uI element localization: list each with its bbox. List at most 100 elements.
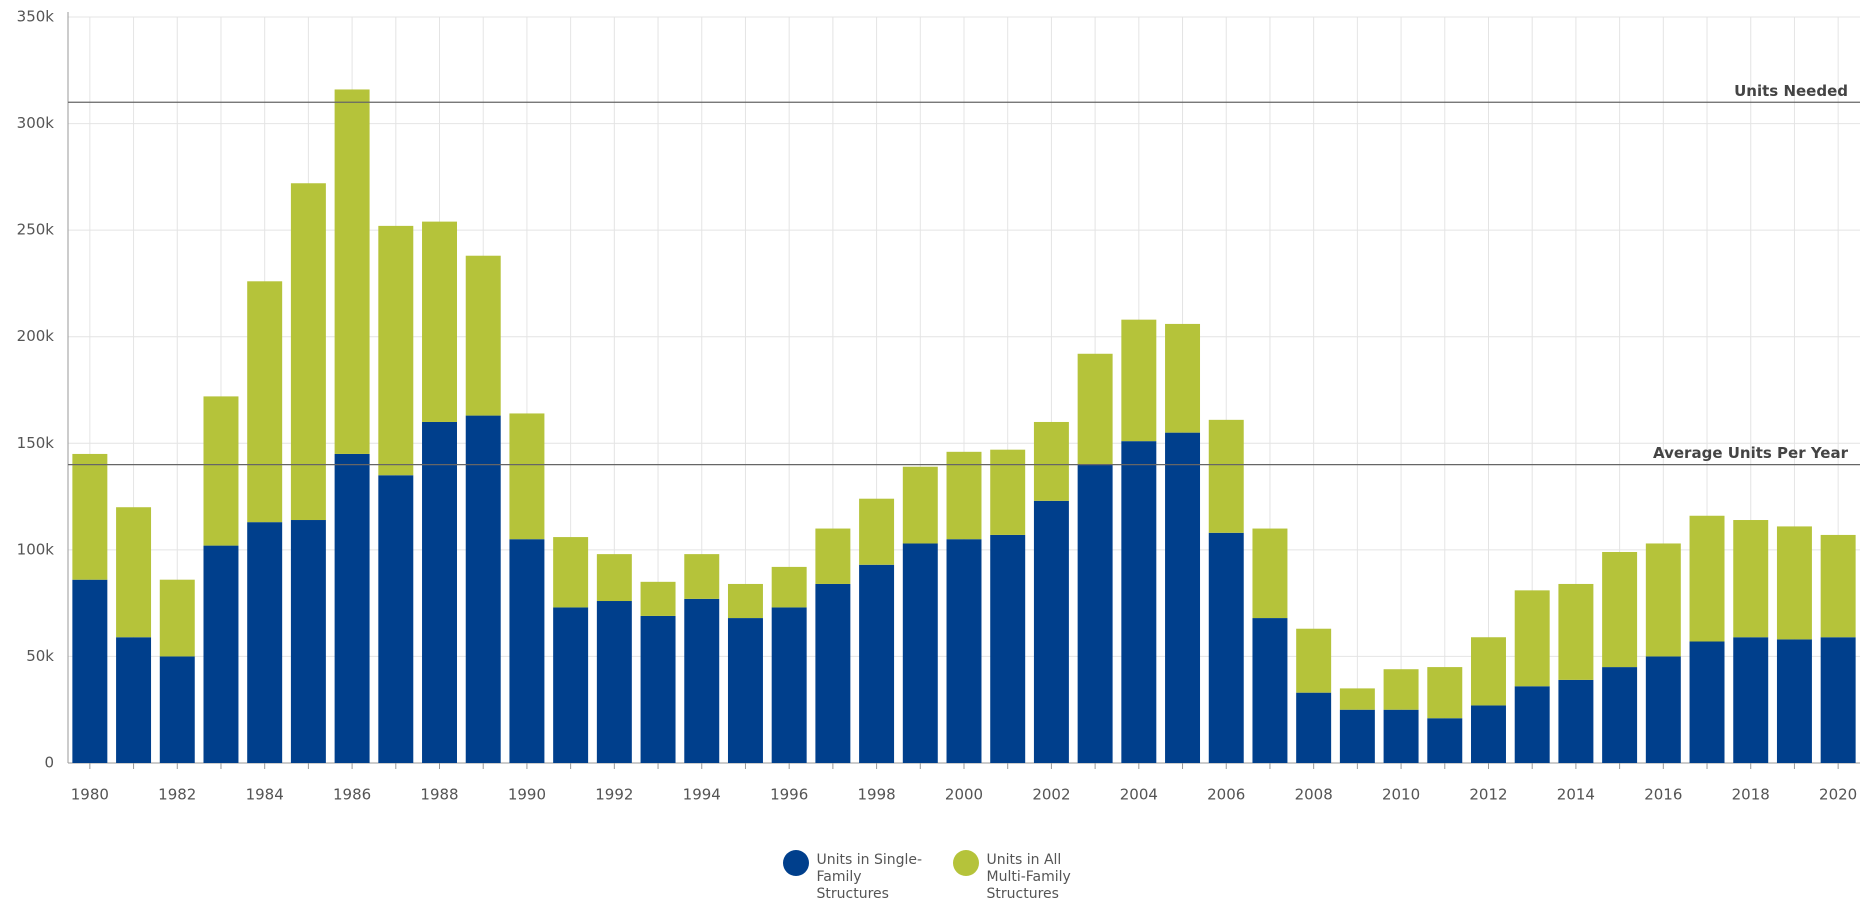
legend-label: Units in Single-Family Structures (816, 852, 923, 902)
bar-segment (859, 498, 895, 565)
bar-segment (1296, 628, 1332, 693)
bar-segment (422, 221, 457, 422)
bar-segment (247, 522, 283, 763)
bar-segment (596, 554, 632, 602)
bar-segment (1514, 686, 1550, 763)
bar-segment (1558, 679, 1594, 763)
bar-segment (1339, 709, 1375, 763)
bar-segment (1427, 667, 1463, 719)
bar-segment (946, 539, 982, 763)
x-tick-label: 1992 (595, 786, 633, 804)
bar-segment (422, 421, 457, 763)
bar-segment (334, 453, 370, 763)
y-tick-label: 50k (26, 647, 54, 665)
bar-segment (159, 579, 195, 657)
bar-segment (1471, 637, 1506, 706)
bar-segment (1776, 526, 1812, 640)
bar-segment (1645, 656, 1681, 763)
bar-segment (1208, 419, 1244, 533)
bar-segment (465, 255, 501, 416)
bar-segment (640, 615, 676, 763)
bar-segment (378, 475, 414, 763)
legend-item: Units in All Multi-Family Structures (952, 850, 1093, 903)
x-tick-label: 2002 (1032, 786, 1070, 804)
bar-segment (290, 183, 326, 521)
bar-segment (684, 554, 720, 599)
x-tick-label: 1986 (333, 786, 371, 804)
x-tick-label: 2004 (1120, 786, 1158, 804)
bar-segment (1077, 353, 1113, 465)
bar-segment (1820, 534, 1856, 638)
bar-segment (946, 451, 982, 540)
x-tick-label: 2020 (1819, 786, 1857, 804)
x-tick-label: 2006 (1207, 786, 1245, 804)
bar-segment (553, 537, 589, 608)
x-tick-label: 2008 (1295, 786, 1333, 804)
x-tick-label: 2014 (1557, 786, 1595, 804)
bar-segment (1252, 528, 1288, 619)
y-tick-label: 150k (17, 434, 55, 452)
bar-segment (1602, 667, 1638, 763)
chart: 0 50k 100k 150k 200k 250k 300k 350k 1980 1982 1984… (17, 8, 1860, 804)
bar-segment (116, 507, 152, 638)
bar-segment (990, 534, 1026, 763)
x-tick-label: 2012 (1469, 786, 1507, 804)
bar-segment (727, 618, 763, 763)
legend-swatch (782, 850, 809, 876)
legend-swatch (952, 850, 979, 876)
bar-segment (1471, 705, 1506, 763)
bar-segment (1689, 515, 1725, 642)
bar-segment (815, 583, 851, 763)
bar-segment (116, 637, 152, 763)
bar-segment (1602, 551, 1638, 668)
bar-segment (290, 520, 326, 763)
bar-segment (596, 601, 632, 763)
bar-segment (159, 656, 195, 763)
bar-segment (72, 453, 108, 580)
bar-segment (1252, 618, 1288, 763)
bar-segment (1776, 639, 1812, 763)
bar-segment (1558, 583, 1594, 680)
bar-segment (1339, 688, 1375, 710)
bar-segment (1296, 692, 1332, 763)
bar-segment (815, 528, 851, 584)
y-tick-label: 350k (17, 8, 55, 26)
bar-segment (1208, 532, 1244, 763)
bar-segment (1820, 637, 1856, 763)
x-tick-label: 1990 (508, 786, 546, 804)
x-tick-label: 2018 (1732, 786, 1770, 804)
x-tick-label: 1996 (770, 786, 808, 804)
x-tick-label: 2000 (945, 786, 983, 804)
bar-segment (1514, 590, 1550, 687)
bar-segment (1645, 543, 1681, 657)
bar-segment (509, 413, 545, 540)
bar-segment (247, 281, 283, 523)
bar-segment (1689, 641, 1725, 763)
bar-segment (1121, 319, 1157, 442)
bar-segment (1077, 464, 1113, 763)
x-tick-label: 1994 (683, 786, 721, 804)
bar-segment (1165, 432, 1201, 763)
legend-item: Units in Single-Family Structures (782, 850, 923, 903)
bar-segment (378, 225, 414, 476)
bar-segment (902, 543, 938, 763)
x-tick-label: 1998 (857, 786, 895, 804)
bar-segment (1165, 323, 1201, 433)
y-tick-label: 300k (17, 114, 55, 132)
x-tick-label: 1988 (420, 786, 458, 804)
bar-segment (1733, 520, 1769, 638)
bar-segment (990, 449, 1026, 535)
bar-segment (509, 539, 545, 763)
bar-segment (1383, 669, 1419, 710)
y-tick-label: 200k (17, 327, 55, 345)
bar-segment (859, 564, 895, 763)
legend-label: Units in All Multi-Family Structures (986, 852, 1071, 902)
bar-segment (203, 396, 239, 546)
x-tick-label: 1980 (71, 786, 109, 804)
bar-segment (640, 581, 676, 616)
reference-label: Average Units Per Year (1653, 444, 1849, 462)
bar-segment (902, 466, 938, 544)
y-tick-label: 0 (44, 754, 54, 772)
bar-segment (553, 607, 589, 763)
